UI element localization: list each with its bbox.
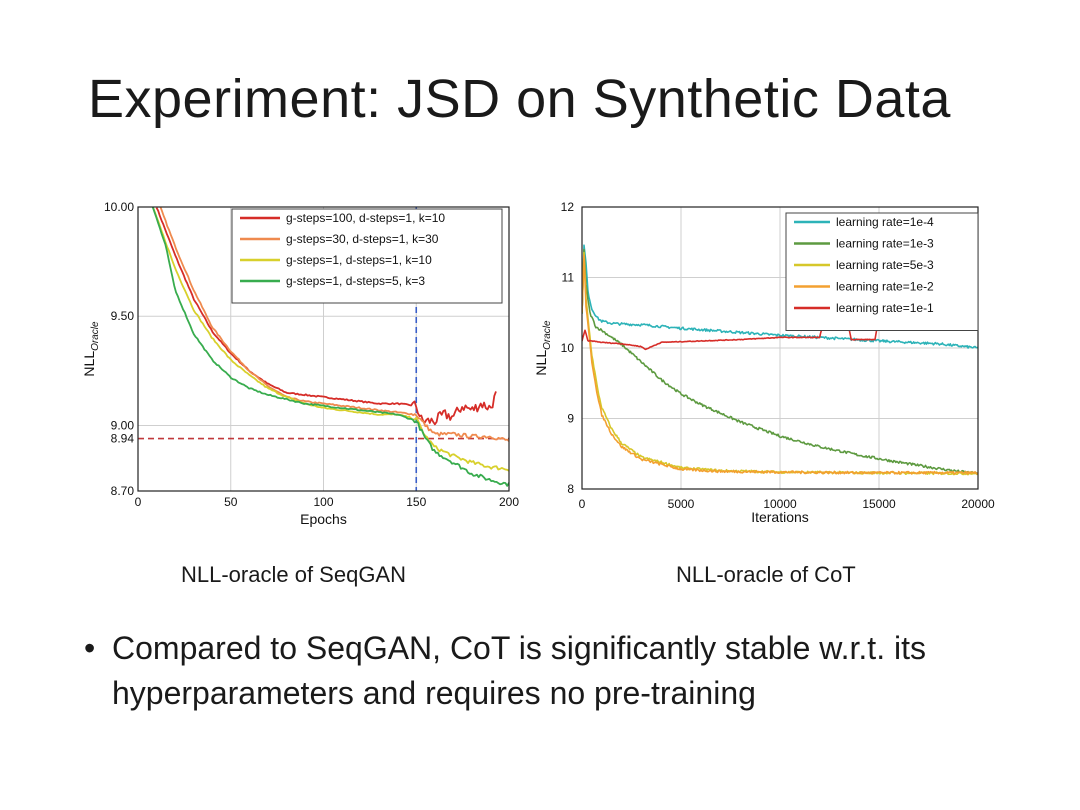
y-axis-label: NLLOracle: [533, 320, 553, 376]
x-axis-label: Epochs: [300, 511, 347, 527]
y-tick-label: 10: [561, 341, 575, 355]
x-tick-label: 50: [224, 495, 238, 509]
legend-label-3: g-steps=1, d-steps=1, k=10: [286, 253, 432, 267]
y-axis-label: NLLOracle: [81, 321, 101, 377]
x-tick-label: 0: [135, 495, 142, 509]
legend-label-4: learning rate=1e-2: [836, 280, 934, 294]
axes-frame: [137, 206, 510, 492]
bullet-symbol: •: [84, 630, 96, 666]
legend-label-1: learning rate=1e-4: [836, 215, 934, 229]
x-tick-label: 5000: [668, 497, 695, 511]
x-tick-label: 100: [313, 495, 333, 509]
x-tick-label: 10000: [763, 497, 797, 511]
series-line-3: [151, 207, 509, 472]
legend-box: [785, 212, 979, 331]
series-line-1: [582, 244, 978, 349]
y-tick-label: 12: [561, 200, 575, 214]
y-tick-label: 9.00: [111, 418, 135, 432]
series-line-2: [582, 248, 978, 475]
x-tick-label: 150: [406, 495, 426, 509]
y-tick-label: 8: [567, 482, 574, 496]
legend-label-5: learning rate=1e-1: [836, 301, 934, 315]
x-tick-label: 20000: [961, 497, 995, 511]
y-axis-label-subscript: Oracle: [542, 320, 553, 350]
series-line-4: [582, 254, 978, 475]
y-tick-label: 8.94: [111, 432, 135, 446]
axes-frame: [581, 206, 979, 490]
legend-box: [231, 208, 503, 304]
series-line-1: [155, 207, 497, 426]
legend-label-2: g-steps=30, d-steps=1, k=30: [286, 232, 439, 246]
seqgan-nll-chart: 0 50 100 150 200 8.70 8.949.00 9.50 10.00 Epochs N…: [81, 200, 519, 527]
x-tick-label: 15000: [862, 497, 896, 511]
legend-label-3: learning rate=5e-3: [836, 258, 934, 272]
legend-label-2: learning rate=1e-3: [836, 237, 934, 251]
legend-label-1: g-steps=100, d-steps=1, k=10: [286, 211, 445, 225]
legend-label-4: g-steps=1, d-steps=5, k=3: [286, 274, 425, 288]
slide-title: Experiment: JSD on Synthetic Data: [88, 69, 951, 129]
y-tick-label: 9.50: [111, 309, 135, 323]
y-tick-label: 11: [562, 271, 575, 285]
bullet-text: Compared to SeqGAN, CoT is significantly…: [112, 630, 926, 711]
y-tick-label: 9: [567, 412, 574, 426]
series-group: [151, 207, 509, 487]
y-tick-label: 10.00: [104, 200, 134, 214]
seqgan-chart-caption: NLL-oracle of SeqGAN: [181, 562, 406, 587]
series-line-4: [151, 207, 509, 487]
series-line-2: [159, 207, 509, 442]
y-axis-label-subscript: Oracle: [90, 321, 101, 351]
x-tick-label: 200: [499, 495, 519, 509]
y-tick-label: 8.70: [111, 484, 135, 498]
cot-nll-chart: 0 5000 10000 15000 20000 8 9 10 11 12 Iterations NL…: [533, 200, 995, 525]
x-axis-label: Iterations: [751, 509, 809, 525]
cot-chart-caption: NLL-oracle of CoT: [676, 562, 856, 587]
x-tick-label: 0: [579, 497, 586, 511]
